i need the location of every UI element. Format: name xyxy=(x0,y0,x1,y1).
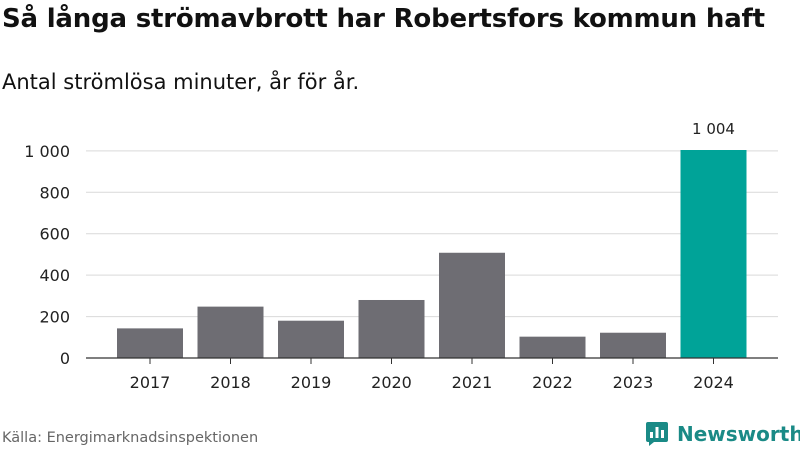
x-tick-label: 2024 xyxy=(693,373,734,392)
x-tick-label: 2023 xyxy=(613,373,654,392)
y-tick-label: 400 xyxy=(39,266,70,285)
chart-subtitle: Antal strömlösa minuter, år för år. xyxy=(2,70,360,94)
bar xyxy=(197,306,264,358)
bar xyxy=(117,328,183,358)
brand-name: Newsworthy xyxy=(677,422,800,446)
x-tick-label: 2020 xyxy=(371,373,412,392)
bar-chart-logo-icon xyxy=(646,422,668,446)
bar xyxy=(519,336,586,358)
bar xyxy=(278,320,344,358)
bars xyxy=(117,150,747,358)
bar xyxy=(600,332,666,358)
x-tick-label: 2021 xyxy=(452,373,493,392)
y-tick-label: 600 xyxy=(39,225,70,244)
bar xyxy=(680,150,747,358)
bar xyxy=(439,252,505,358)
y-tick-label: 800 xyxy=(39,183,70,202)
x-tick-label: 2022 xyxy=(532,373,573,392)
brand-logo[interactable]: Newsworthy xyxy=(645,421,800,447)
y-axis-ticks: 0 200 400 600 800 1 000 xyxy=(24,142,70,368)
x-tick-label: 2018 xyxy=(210,373,251,392)
y-tick-label: 1 000 xyxy=(24,142,70,161)
data-labels: 1 004 xyxy=(692,120,735,138)
x-axis-ticks: 2017 2018 2019 2020 2021 2022 2023 2024 xyxy=(86,357,778,392)
data-label: 1 004 xyxy=(692,120,735,138)
y-tick-label: 0 xyxy=(60,349,70,368)
chart-title: Så långa strömavbrott har Robertsfors ko… xyxy=(2,4,765,34)
x-tick-label: 2019 xyxy=(291,373,332,392)
source-note: Källa: Energimarknadsinspektionen xyxy=(2,430,259,446)
x-tick-label: 2017 xyxy=(130,373,171,392)
bar xyxy=(358,299,425,358)
y-tick-label: 200 xyxy=(39,308,70,327)
gridlines xyxy=(86,150,778,318)
